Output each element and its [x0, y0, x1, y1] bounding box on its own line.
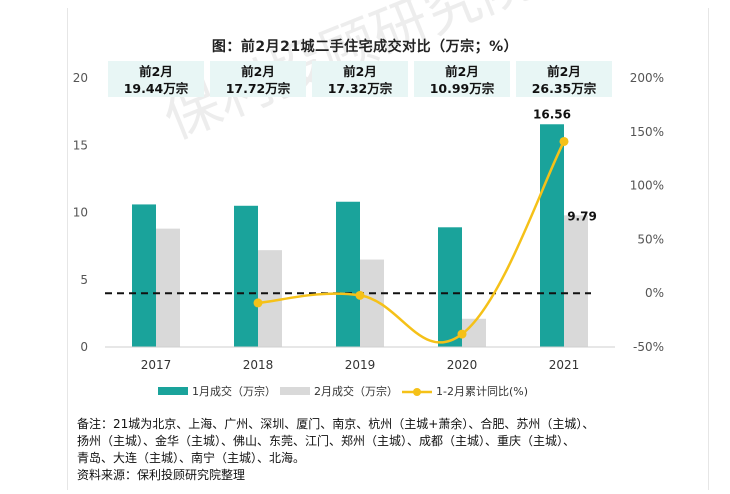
summary-box-line1: 前2月 [139, 64, 173, 79]
bar-value-label: 9.79 [567, 209, 597, 223]
summary-box-line1: 前2月 [445, 64, 479, 79]
x-tick-label: 2018 [243, 358, 274, 372]
summary-box-line2: 10.99万宗 [430, 81, 495, 96]
footnote: 备注：21城为北京、上海、广州、深圳、厦门、南京、杭州（主城+萧余）、合肥、苏州… [77, 416, 687, 484]
bar-jan [438, 227, 462, 347]
bar-jan [336, 201, 360, 347]
summary-box-line1: 前2月 [547, 64, 581, 79]
summary-box [312, 61, 408, 97]
legend-label-feb: 2月成交（万宗） [314, 384, 398, 398]
y-right-tick-label: 200% [630, 71, 664, 85]
legend-label-yoy: 1-2月累计同比(%) [436, 385, 528, 398]
y-left-tick-label: 20 [73, 71, 88, 85]
summary-box [210, 61, 306, 97]
summary-box-line2: 26.35万宗 [532, 81, 597, 96]
chart-frame [67, 8, 709, 490]
summary-box-line2: 17.32万宗 [328, 81, 393, 96]
x-tick-label: 2021 [549, 358, 580, 372]
x-tick-label: 2020 [447, 358, 478, 372]
bar-feb [156, 228, 180, 347]
y-right-tick-label: 50% [637, 232, 664, 246]
summary-box-line1: 前2月 [241, 64, 275, 79]
summary-box-line2: 17.72万宗 [226, 81, 291, 96]
footnote-line-3: 青岛、大连（主城）、南宁（主城）、北海。 [77, 451, 306, 465]
y-left-tick-label: 15 [73, 138, 88, 152]
legend-swatch-jan [158, 387, 188, 395]
chart-title: 图：前2月21城二手住宅成交对比（万宗；%） [211, 39, 519, 55]
y-right-tick-label: 0% [645, 286, 664, 300]
x-tick-label: 2019 [345, 358, 376, 372]
yoy-point [559, 136, 569, 146]
bar-jan [234, 205, 258, 347]
yoy-point [457, 329, 467, 339]
footnote-line-1: 备注：21城为北京、上海、广州、深圳、厦门、南京、杭州（主城+萧余）、合肥、苏州… [77, 417, 595, 431]
legend-label-jan: 1月成交（万宗） [192, 384, 276, 398]
y-left-tick-label: 5 [80, 273, 88, 287]
legend-marker-yoy [413, 388, 421, 396]
y-left-tick-label: 0 [80, 340, 88, 354]
bar-jan [132, 204, 156, 347]
yoy-point [355, 290, 365, 300]
bar-feb [258, 250, 282, 347]
bar-jan [540, 124, 564, 347]
summary-box-line1: 前2月 [343, 64, 377, 79]
x-tick-label: 2017 [141, 358, 172, 372]
y-left-tick-label: 10 [73, 206, 88, 220]
summary-box [516, 61, 612, 97]
footnote-line-2: 扬州（主城）、金华（主城）、佛山、东莞、江门、郑州（主城）、成都（主城）、重庆（… [77, 434, 576, 448]
summary-box-line2: 19.44万宗 [124, 81, 189, 96]
yoy-point [253, 298, 263, 308]
y-right-tick-label: -50% [633, 340, 664, 354]
footnote-source: 资料来源：保利投顾研究院整理 [77, 468, 246, 482]
y-right-tick-label: 150% [630, 125, 664, 139]
summary-box [108, 61, 204, 97]
y-right-tick-label: 100% [630, 179, 664, 193]
yoy-line [257, 140, 566, 344]
legend-swatch-feb [280, 387, 310, 395]
bar-value-label: 16.56 [533, 107, 571, 121]
bar-feb [564, 215, 588, 347]
summary-box [414, 61, 510, 97]
